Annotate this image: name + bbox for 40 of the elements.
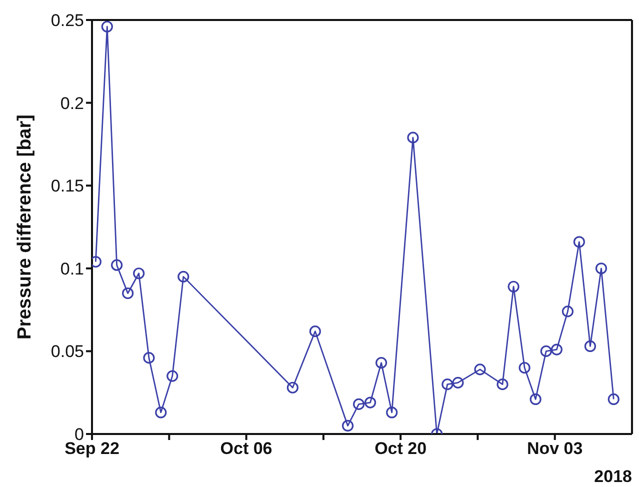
y-tick-label: 0.15 — [50, 176, 84, 196]
point — [562, 306, 574, 318]
point — [352, 398, 365, 410]
point — [364, 396, 376, 408]
point — [474, 364, 486, 376]
point — [518, 362, 530, 374]
point — [496, 378, 508, 390]
point — [442, 378, 454, 390]
point — [608, 393, 620, 406]
point — [342, 420, 354, 432]
x-tick-label: Oct 20 — [374, 439, 427, 458]
point — [375, 356, 388, 369]
point — [508, 280, 520, 292]
point — [309, 326, 321, 338]
point — [550, 344, 562, 356]
point — [386, 406, 398, 418]
text: 2018 — [594, 467, 632, 486]
point — [407, 132, 419, 144]
point — [101, 20, 113, 32]
y-tick-label: 0.1 — [60, 259, 84, 278]
point — [155, 406, 167, 418]
point — [452, 376, 464, 388]
point — [286, 382, 298, 394]
point — [178, 270, 190, 282]
y-tick-label: 0.2 — [60, 94, 84, 113]
y-tick-label: 0.05 — [50, 342, 84, 362]
point — [133, 268, 145, 280]
point — [573, 236, 585, 248]
x-tick-label: Oct 06 — [220, 439, 272, 458]
point — [166, 370, 178, 382]
point — [530, 393, 542, 406]
x-tick-label: Nov 03 — [526, 439, 583, 458]
y-axis-title: Pressure difference [bar] — [14, 114, 36, 340]
point — [143, 352, 155, 364]
point — [540, 345, 552, 357]
point — [122, 287, 134, 300]
point — [110, 259, 123, 271]
y-tick-label: 0.25 — [50, 11, 84, 30]
point — [584, 340, 596, 352]
point — [595, 262, 608, 274]
